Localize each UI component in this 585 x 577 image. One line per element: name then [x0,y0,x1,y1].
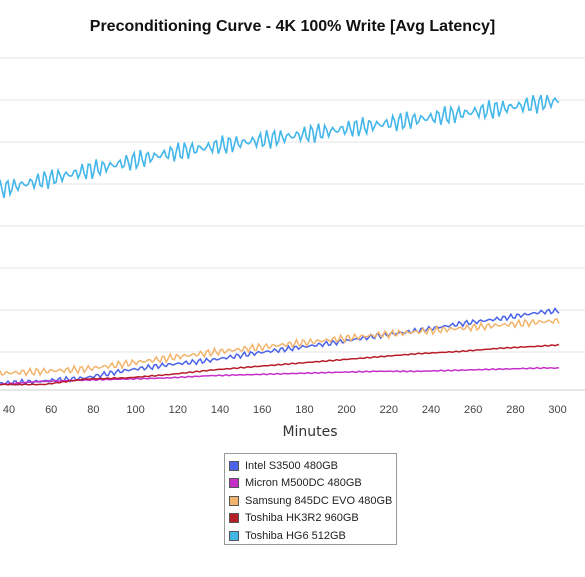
legend-item: Toshiba HG6 512GB [229,527,396,545]
x-tick-label: 60 [45,404,57,416]
legend-swatch [229,530,239,541]
series-line-5 [0,94,560,199]
x-tick-label: 100 [126,404,144,416]
x-tick-label: 200 [337,404,355,416]
x-tick-label: 40 [3,404,15,416]
legend-label: Intel S3500 480GB [245,459,338,472]
x-tick-label: 140 [211,404,229,416]
legend-label: Samsung 845DC EVO 480GB [245,494,393,507]
x-tick-label: 280 [506,404,524,416]
x-tick-label: 160 [253,404,271,416]
series-line-4 [0,343,560,386]
x-axis-label: Minutes [282,424,338,440]
legend-swatch [229,460,239,471]
legend-swatch [229,495,239,506]
x-tick-label: 240 [422,404,440,416]
legend-swatch [229,478,239,489]
legend: Intel S3500 480GB Micron M500DC 480GB Sams… [224,453,397,545]
series-lines [0,94,560,387]
series-line-3 [0,318,560,377]
x-tick-label: 220 [380,404,398,416]
legend-label: Micron M500DC 480GB [245,477,362,490]
x-tick-label: 80 [87,404,99,416]
horizontal-gridlines [0,57,585,391]
legend-swatch [229,513,239,524]
legend-label: Toshiba HG6 512GB [245,529,346,542]
series-line-1 [0,306,560,387]
legend-item: Samsung 845DC EVO 480GB [229,492,396,510]
legend-item: Micron M500DC 480GB [229,475,396,493]
x-tick-labels: 40 60 80 100 120 140 160 180 200 220 240 260 280 300 [3,404,567,416]
x-tick-label: 180 [295,404,313,416]
x-tick-label: 260 [464,404,482,416]
series-line-2 [0,366,559,386]
legend-item: Toshiba HK3R2 960GB [229,510,396,528]
x-tick-label: 120 [169,404,187,416]
chart-title: Preconditioning Curve - 4K 100% Write [A… [89,18,496,35]
legend-label: Toshiba HK3R2 960GB [245,512,359,525]
legend-item: Intel S3500 480GB [229,457,396,475]
x-tick-label: 300 [548,404,566,416]
